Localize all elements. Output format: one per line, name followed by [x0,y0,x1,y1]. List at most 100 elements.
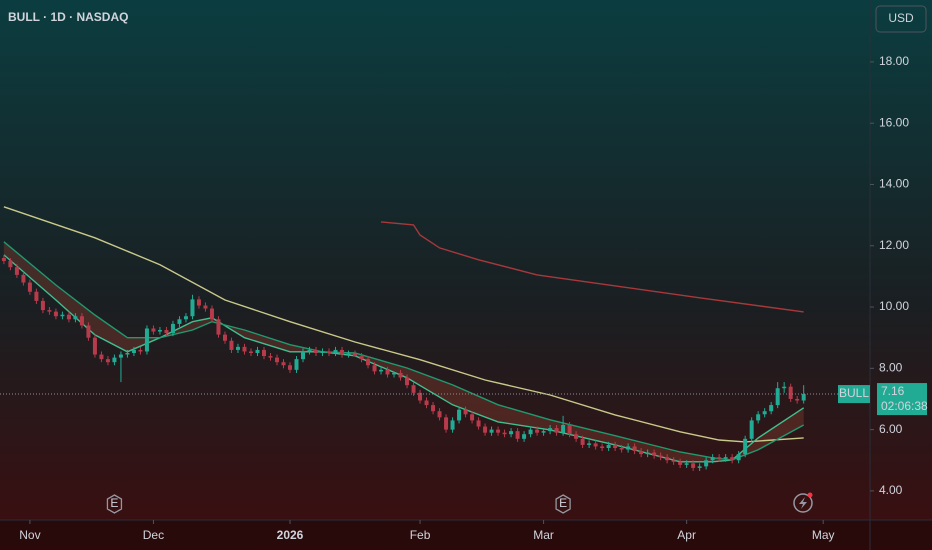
candle-body [782,386,787,389]
candle-body [645,452,650,455]
candle-body [652,452,657,456]
candle-body [418,392,423,401]
earnings-marker[interactable]: E [555,494,571,514]
candle-body [795,398,800,401]
candle-body [587,443,592,445]
earnings-marker[interactable]: E [106,494,123,514]
candle-body [769,405,774,412]
candle-body [366,359,371,366]
candle-body [762,411,767,415]
candle-body [444,417,449,430]
candle-body [235,346,240,350]
candle-body [561,425,566,433]
earnings-shape [106,494,123,514]
candle-body [320,351,325,353]
candle-body [333,349,338,353]
candle-body [248,351,253,353]
candle-body [385,369,390,375]
symbol-label: BULL [839,386,869,400]
candle-body [574,434,579,439]
candle-body [723,457,728,459]
symbol-badge [838,385,870,404]
candle-body [268,356,273,358]
candle-body [86,325,91,338]
candle-body [229,340,234,350]
candle-body [359,356,364,360]
candle-body [801,394,806,401]
candle-body [346,353,351,355]
candle-body [736,454,741,461]
candle-body [379,369,384,372]
candle-body [190,299,195,317]
candle-body [658,455,663,458]
candle-body [489,429,494,433]
candle-body [242,346,247,352]
candle-body [353,353,358,357]
candle-body [131,349,136,353]
candle-body [157,330,162,332]
candle-body [170,323,175,334]
candle-body [509,431,514,435]
candle-body [216,319,221,335]
candle-body [372,365,377,372]
candle-body [788,386,793,399]
candle-body [125,352,130,355]
last-price: 7.16 [881,384,905,398]
candle-body [749,420,754,439]
candle-body [619,447,624,450]
candle-body [580,438,585,445]
candle-body [600,446,605,448]
candle-body [535,429,540,433]
y-tick-label: 8.00 [879,360,903,374]
y-tick-label: 4.00 [879,483,903,497]
moving-average [3,206,804,443]
time-axis-bar [0,520,932,550]
candle-body [177,319,182,324]
candle-body [60,314,65,317]
x-tick-label: Mar [533,528,554,542]
candle-body [27,282,32,292]
candle-body [118,354,123,358]
candle-body [697,466,702,468]
candle-body [424,400,429,406]
symbol-title: BULL · 1D · NASDAQ [8,10,128,24]
candle-body [515,431,520,439]
x-tick-label: May [812,528,835,542]
candle-body [255,349,260,353]
candle-body [541,431,546,433]
candle-body [66,314,71,320]
candle-body [684,463,689,465]
candle-body [288,365,292,370]
candle-body [626,446,631,450]
candle-body [411,385,416,393]
candle-body [528,429,533,435]
y-tick-label: 14.00 [879,177,909,191]
lightning-icon[interactable] [793,492,813,513]
y-tick-label: 16.00 [879,115,909,129]
candle-body [164,330,169,334]
candle-body [691,463,696,468]
candle-body [203,305,208,309]
candle-body [463,409,468,415]
currency-button[interactable] [875,5,927,33]
candle-body [73,316,78,320]
currency[interactable]: USD [888,11,914,25]
candle-body [665,457,670,461]
candle-body [398,372,403,378]
candle-body [261,349,266,357]
price-badge [877,383,927,416]
candle-body [53,311,58,317]
candle-body [632,446,637,452]
x-tick-label: Nov [19,528,40,542]
candle-body [14,267,19,275]
candle-body [79,316,84,326]
candle-body [112,357,117,363]
candle-body [92,337,97,355]
countdown: 02:06:38 [881,399,928,413]
candle-body [21,274,26,283]
candle-body [678,461,683,465]
candle-body [756,414,761,421]
candle-body [144,328,149,352]
candle-body [99,354,104,360]
